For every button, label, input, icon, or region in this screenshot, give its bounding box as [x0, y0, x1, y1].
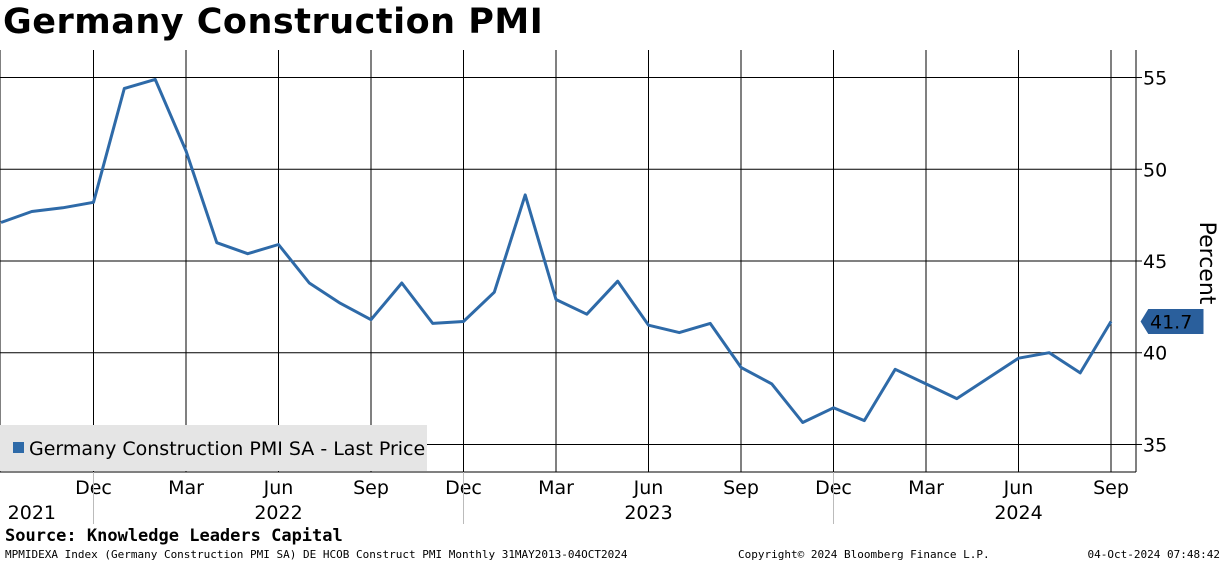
chart-title: Germany Construction PMI: [3, 2, 544, 42]
x-tick-label: Jun: [1003, 477, 1034, 499]
x-tick-label: Sep: [1093, 477, 1129, 499]
legend-background: [0, 425, 427, 471]
copyright: Copyright© 2024 Bloomberg Finance L.P.: [738, 548, 990, 561]
year-label: 2021: [8, 502, 56, 524]
legend-label: Germany Construction PMI SA - Last Price: [29, 438, 425, 460]
x-tick-label: Sep: [353, 477, 389, 499]
timestamp: 04-Oct-2024 07:48:42: [1087, 548, 1220, 561]
y-tick-label: 45: [1143, 251, 1167, 273]
x-tick-label: Jun: [633, 477, 664, 499]
x-tick-label: Sep: [723, 477, 759, 499]
last-value-tag: 41.7: [1139, 308, 1205, 336]
index-info: MPMIDEXA Index (Germany Construction PMI…: [5, 548, 628, 561]
series-layer: [0, 77, 1113, 424]
legend-swatch: [13, 442, 24, 453]
y-tick-label: 50: [1143, 159, 1167, 181]
y-tick-label: 55: [1143, 68, 1167, 90]
y-tick-label: 35: [1143, 434, 1167, 456]
year-label: 2022: [254, 502, 302, 524]
x-tick-label: Mar: [538, 477, 574, 499]
x-tick-label: Mar: [908, 477, 944, 499]
legend: Germany Construction PMI SA - Last Price: [0, 425, 427, 471]
last-value-badge: [1139, 308, 1205, 336]
series-line: [0, 77, 1113, 424]
y-axis-label: Percent: [1194, 222, 1219, 305]
source-label: Source: Knowledge Leaders Capital: [5, 526, 343, 546]
x-tick-label: Mar: [168, 477, 204, 499]
x-tick-label: Jun: [263, 477, 294, 499]
y-tick-label: 40: [1143, 343, 1167, 365]
year-label: 2023: [624, 502, 672, 524]
year-label: 2024: [994, 502, 1042, 524]
last-value-label: 41.7: [1150, 312, 1192, 334]
